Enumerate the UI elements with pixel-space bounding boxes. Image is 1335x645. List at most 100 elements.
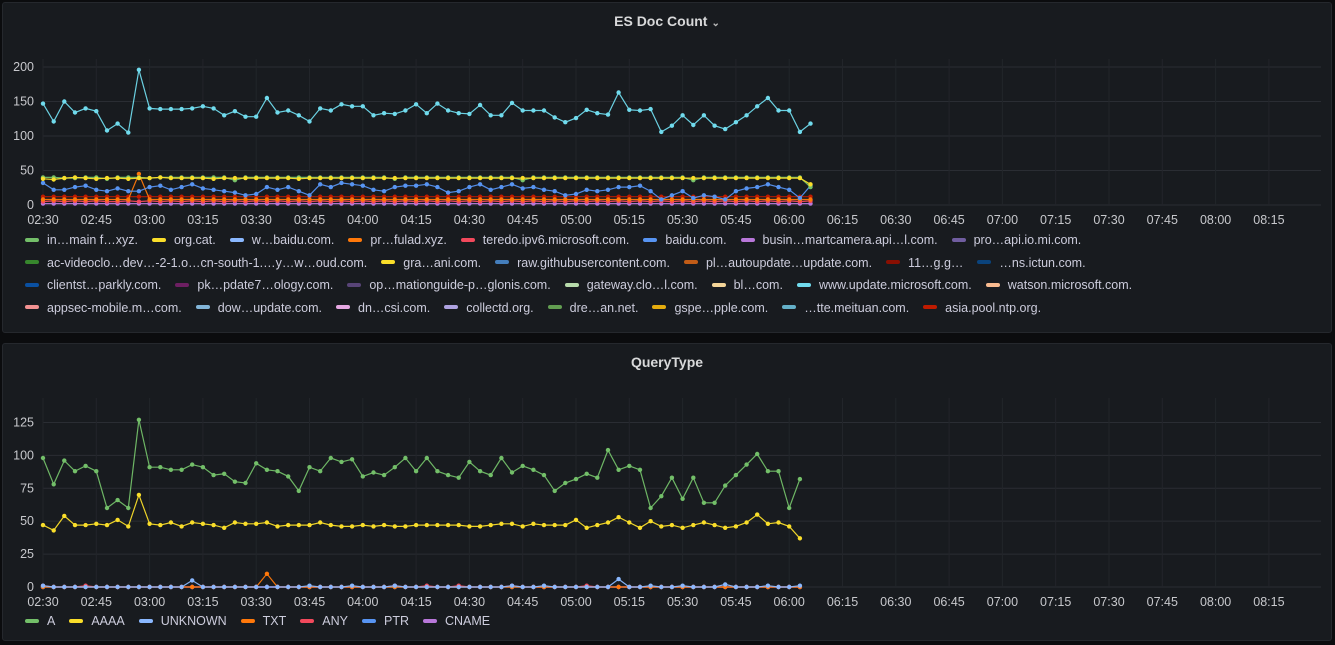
data-point[interactable] (755, 175, 760, 181)
data-point[interactable] (62, 458, 67, 463)
legend-label[interactable]: baidu.com. (665, 233, 727, 247)
data-point[interactable] (275, 584, 280, 590)
legend-item[interactable]: …ns.ictun.com. (977, 252, 1086, 275)
data-point[interactable] (40, 176, 46, 181)
data-point[interactable] (797, 129, 803, 135)
legend-item[interactable]: AAAA (69, 610, 125, 633)
data-point[interactable] (392, 111, 397, 117)
data-point[interactable] (467, 584, 472, 590)
data-point[interactable] (584, 197, 589, 202)
data-point[interactable] (158, 106, 163, 112)
data-point[interactable] (605, 197, 611, 202)
data-point[interactable] (669, 123, 675, 128)
data-point[interactable] (435, 197, 440, 202)
data-point[interactable] (520, 524, 525, 529)
data-point[interactable] (563, 193, 568, 198)
data-point[interactable] (83, 175, 88, 181)
data-point[interactable] (648, 197, 653, 202)
data-point[interactable] (72, 110, 78, 115)
data-point[interactable] (435, 101, 440, 106)
data-point[interactable] (477, 584, 483, 590)
data-point[interactable] (318, 182, 323, 187)
data-point[interactable] (371, 113, 376, 118)
data-point[interactable] (659, 129, 664, 135)
data-point[interactable] (552, 115, 557, 120)
data-point[interactable] (744, 584, 749, 590)
data-point[interactable] (275, 110, 280, 115)
data-point[interactable] (797, 175, 803, 181)
data-point[interactable] (595, 175, 600, 181)
data-point[interactable] (392, 184, 397, 190)
data-point[interactable] (264, 197, 270, 202)
data-point[interactable] (787, 584, 792, 590)
data-point[interactable] (797, 536, 803, 541)
data-point[interactable] (648, 519, 653, 524)
data-point[interactable] (765, 182, 771, 187)
data-point[interactable] (168, 197, 174, 202)
legend-label[interactable]: gra…ani.com. (403, 255, 482, 270)
data-point[interactable] (413, 183, 419, 188)
data-point[interactable] (232, 190, 238, 195)
data-point[interactable] (243, 197, 248, 202)
data-point[interactable] (179, 175, 184, 181)
data-point[interactable] (371, 187, 376, 192)
legend-item[interactable]: www.update.microsoft.com. (796, 274, 972, 297)
data-point[interactable] (765, 469, 771, 474)
data-point[interactable] (264, 184, 270, 190)
data-point[interactable] (744, 520, 749, 525)
data-point[interactable] (232, 109, 238, 114)
data-point[interactable] (168, 187, 174, 192)
data-point[interactable] (456, 522, 461, 528)
panel-title[interactable]: ES Doc Count ⌄ (3, 12, 1331, 30)
data-point[interactable] (51, 528, 56, 533)
data-point[interactable] (136, 67, 142, 73)
data-point[interactable] (275, 187, 280, 192)
data-point[interactable] (158, 522, 163, 528)
data-point[interactable] (659, 524, 664, 529)
data-point[interactable] (616, 197, 621, 202)
data-point[interactable] (392, 175, 397, 181)
data-point[interactable] (723, 175, 728, 181)
data-point[interactable] (627, 463, 632, 469)
data-point[interactable] (254, 114, 259, 119)
data-point[interactable] (275, 197, 280, 202)
data-point[interactable] (51, 197, 56, 202)
data-point[interactable] (307, 119, 312, 124)
data-point[interactable] (158, 584, 163, 590)
data-point[interactable] (648, 583, 653, 588)
series-org-cat[interactable] (40, 175, 813, 187)
data-point[interactable] (222, 471, 227, 476)
data-point[interactable] (552, 584, 557, 590)
data-point[interactable] (435, 522, 440, 528)
legend-label[interactable]: watson.microsoft.com. (1007, 278, 1133, 292)
data-point[interactable] (691, 584, 696, 590)
data-point[interactable] (723, 582, 728, 587)
data-point[interactable] (445, 197, 451, 202)
data-point[interactable] (541, 197, 547, 202)
data-point[interactable] (403, 108, 408, 113)
data-point[interactable] (179, 467, 184, 472)
data-point[interactable] (424, 455, 429, 461)
data-point[interactable] (104, 522, 110, 528)
data-point[interactable] (701, 197, 707, 202)
legend-label[interactable]: collectd.org. (466, 300, 534, 315)
data-point[interactable] (691, 195, 696, 201)
data-point[interactable] (328, 175, 333, 181)
data-point[interactable] (509, 521, 515, 526)
data-point[interactable] (744, 197, 749, 202)
data-point[interactable] (190, 106, 195, 111)
data-point[interactable] (520, 463, 525, 469)
data-point[interactable] (467, 524, 472, 529)
data-point[interactable] (776, 108, 781, 113)
data-point[interactable] (339, 584, 344, 590)
data-point[interactable] (339, 459, 344, 465)
data-point[interactable] (435, 584, 440, 590)
data-point[interactable] (72, 584, 78, 590)
data-point[interactable] (115, 517, 120, 523)
data-point[interactable] (339, 524, 344, 529)
data-point[interactable] (126, 130, 131, 135)
series-baidu-com[interactable] (40, 180, 813, 202)
data-point[interactable] (552, 197, 557, 202)
data-point[interactable] (136, 171, 142, 177)
data-point[interactable] (381, 197, 387, 202)
